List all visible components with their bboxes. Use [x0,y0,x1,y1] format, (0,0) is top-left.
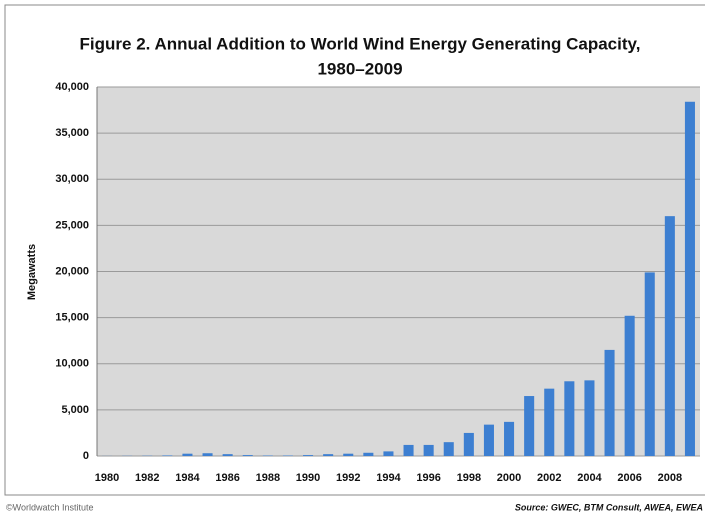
x-tick-label: 2008 [658,472,682,484]
x-tick-label: 1982 [135,472,159,484]
source: Source: GWEC, BTM Consult, AWEA, EWEA [515,502,703,512]
bar [323,454,334,456]
x-tick-label: 2006 [617,472,641,484]
bar [363,452,374,456]
bar [162,455,173,456]
bar [644,272,655,456]
y-tick-label: 15,000 [55,312,89,324]
bar [504,421,515,456]
bar [604,349,615,456]
bar [403,444,414,456]
y-tick-label: 10,000 [55,358,89,370]
x-tick-label: 1994 [376,472,401,484]
credit: ©Worldwatch Institute [6,502,94,512]
bar [584,380,595,456]
bar [202,453,213,456]
bar [463,432,474,456]
x-tick-label: 1988 [256,472,280,484]
bar [664,216,675,456]
x-tick-label: 2004 [577,472,602,484]
y-tick-label: 40,000 [55,81,89,93]
y-tick-label: 20,000 [55,265,89,277]
y-tick-label: 25,000 [55,219,89,231]
bar [222,454,233,456]
bar [544,388,555,456]
bar [564,381,575,456]
x-tick-label: 1992 [336,472,360,484]
y-axis-label: Megawatts [26,244,38,300]
y-tick-label: 5,000 [61,404,89,416]
x-tick-label: 1980 [95,472,119,484]
bar [383,451,394,456]
bar [483,424,494,456]
x-tick-label: 1984 [175,472,200,484]
bar [423,444,434,456]
x-tick-label: 1986 [215,472,239,484]
x-tick-label: 2002 [537,472,561,484]
x-tick-label: 1996 [416,472,440,484]
bar [524,396,535,456]
bar [684,101,695,456]
bar [242,455,253,456]
x-tick-label: 1998 [457,472,481,484]
bar [624,315,635,456]
chart-title: Figure 2. Annual Addition to World Wind … [80,34,641,53]
bar [182,453,193,456]
y-tick-label: 30,000 [55,173,89,185]
x-tick-label: 2000 [497,472,521,484]
y-tick-label: 35,000 [55,127,89,139]
bar [303,455,314,456]
bar [343,453,354,456]
chart-title: 1980–2009 [317,59,402,78]
y-tick-label: 0 [83,450,89,462]
bar [443,442,454,456]
x-tick-label: 1990 [296,472,320,484]
